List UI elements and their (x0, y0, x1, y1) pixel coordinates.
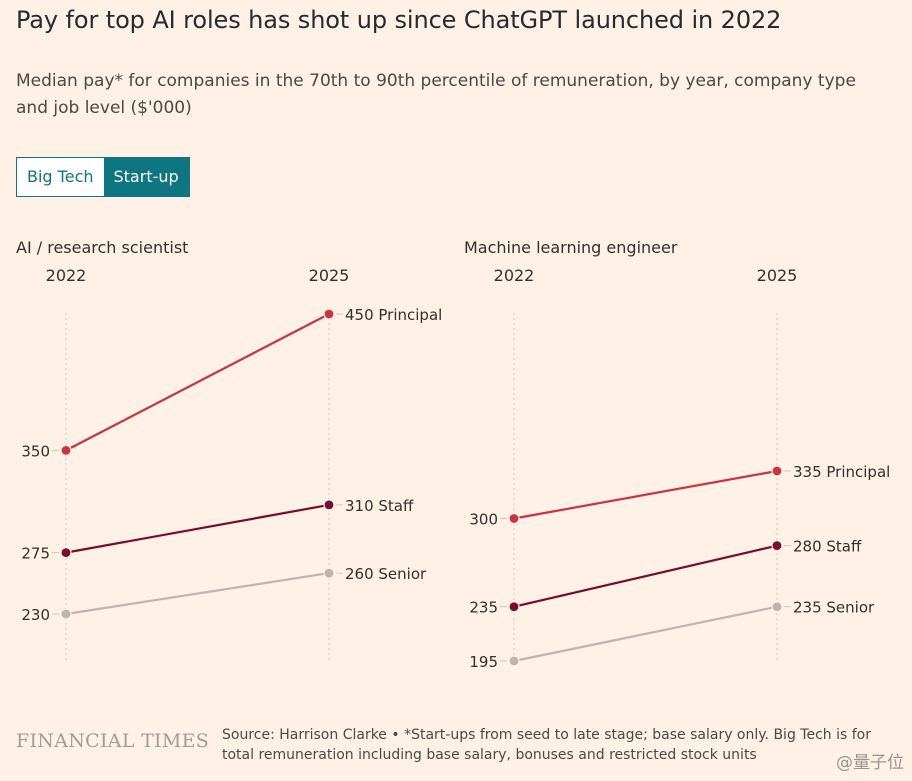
start-value-label: 230 (21, 606, 50, 624)
watermark: @量子位 (836, 753, 904, 773)
data-point-senior (323, 567, 335, 579)
end-value-label: 310 Staff (345, 497, 414, 515)
year-label: 2022 (494, 266, 535, 285)
company-type-toggle: Big Tech Start-up (16, 157, 190, 197)
data-point-staff (60, 547, 72, 559)
data-point-principal (323, 308, 335, 320)
end-value-label: 260 Senior (345, 565, 427, 583)
end-value-label: 235 Senior (793, 599, 875, 617)
start-value-label: 235 (469, 599, 498, 617)
data-point-staff (771, 540, 783, 552)
panel-title: Machine learning engineer (464, 238, 678, 257)
data-point-senior (60, 608, 72, 620)
data-point-senior (508, 655, 520, 667)
end-value-label: 450 Principal (345, 306, 442, 324)
chart-subtitle: Median pay* for companies in the 70th to… (16, 71, 856, 118)
series-line-staff (513, 544, 778, 608)
start-value-label: 300 (469, 511, 498, 529)
source-note: Source: Harrison Clarke • *Start-ups fro… (222, 727, 871, 763)
start-up-tab[interactable]: Start-up (103, 158, 189, 196)
start-value-label: 350 (21, 442, 50, 460)
series-line-staff (65, 503, 330, 554)
chart-title: Pay for top AI roles has shot up since C… (16, 6, 782, 34)
ft-logo: FINANCIAL TIMES (16, 730, 210, 752)
series-line-principal (513, 469, 778, 520)
data-point-principal (771, 465, 783, 477)
data-point-staff (323, 499, 335, 511)
series-line-principal (65, 313, 330, 452)
start-value-label: 275 (21, 545, 50, 563)
data-point-staff (508, 601, 520, 613)
panel-machine-learning-engineer: Machine learning engineer 2022 2025 300 235 1… (464, 238, 890, 671)
year-label: 2025 (757, 266, 798, 285)
series-line-senior (65, 572, 330, 616)
end-value-label: 335 Principal (793, 463, 890, 481)
data-point-principal (508, 512, 520, 525)
end-value-label: 280 Staff (793, 538, 862, 556)
data-point-principal (60, 444, 72, 456)
year-label: 2022 (46, 266, 87, 285)
panel-title: AI / research scientist (16, 238, 188, 257)
start-value-label: 195 (469, 653, 498, 671)
series-line-senior (513, 605, 778, 663)
data-point-senior (771, 601, 783, 613)
year-label: 2025 (309, 266, 350, 285)
panel-ai-research-scientist: AI / research scientist 2022 2025 350 275 230… (16, 238, 442, 662)
big-tech-tab[interactable]: Big Tech (17, 158, 104, 196)
